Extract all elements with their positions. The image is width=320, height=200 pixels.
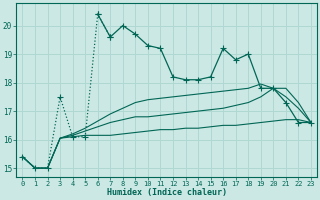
- X-axis label: Humidex (Indice chaleur): Humidex (Indice chaleur): [107, 188, 227, 197]
